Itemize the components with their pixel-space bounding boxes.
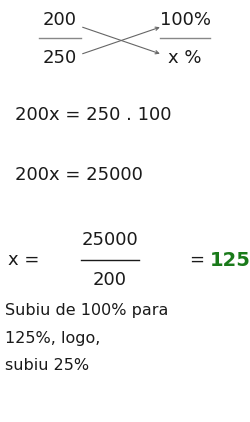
Text: x =: x = — [8, 251, 45, 269]
Text: Subiu de 100% para: Subiu de 100% para — [5, 303, 168, 317]
Text: subiu 25%: subiu 25% — [5, 359, 89, 373]
Text: 200x = 25000: 200x = 25000 — [15, 166, 143, 184]
Text: 125%: 125% — [210, 251, 250, 270]
Text: 200: 200 — [93, 271, 127, 289]
Text: 25000: 25000 — [82, 231, 138, 249]
Text: =: = — [190, 251, 211, 269]
Text: 125%, logo,: 125%, logo, — [5, 330, 100, 346]
Text: x %: x % — [168, 49, 202, 67]
Text: 200: 200 — [43, 11, 77, 29]
Text: 100%: 100% — [160, 11, 210, 29]
Text: 250: 250 — [43, 49, 77, 67]
Text: 200x = 250 . 100: 200x = 250 . 100 — [15, 106, 172, 124]
